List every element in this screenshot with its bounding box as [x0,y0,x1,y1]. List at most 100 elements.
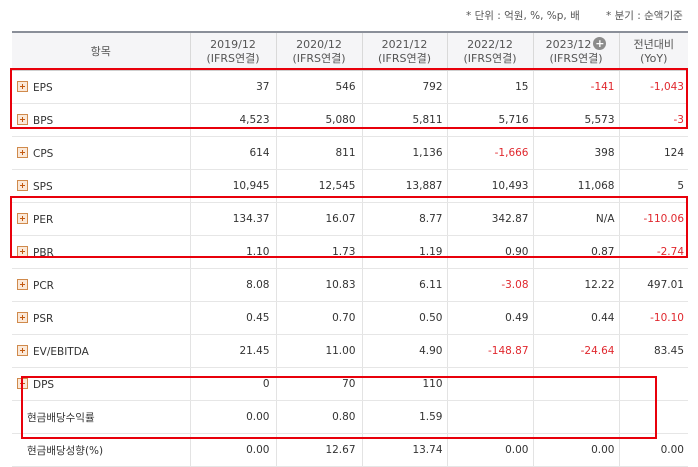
header-yoy: 전년대비 (YoY) [618,31,688,71]
table-cell: 4.90 [361,334,447,368]
table-cell: 21.45 [189,334,276,368]
row-label: EV/EBITDA [12,334,190,368]
table-row: CPS 614 811 1,136 -1,666 398 124 [12,136,688,170]
table-cell: 5,573 [532,103,619,137]
table-cell: 5,811 [361,103,447,137]
row-label: DPS [12,367,190,401]
table-cell: 0.80 [275,400,362,434]
table-cell: 0.70 [275,301,362,335]
row-label: PSR [12,301,190,335]
plus-square-icon[interactable] [17,179,28,191]
row-label: EPS [12,70,190,104]
table-cell: 0.00 [532,433,619,467]
table-cell: N/A [532,202,619,236]
table-cell: 0 [189,367,276,401]
table-cell: 398 [532,136,619,170]
table-cell [446,367,533,401]
plus-square-icon[interactable] [17,80,28,92]
table-cell: 0.00 [618,433,688,467]
plus-square-icon[interactable] [17,377,28,389]
table-cell: 70 [275,367,362,401]
table-cell: 6.11 [361,268,447,302]
table-row: EV/EBITDA 21.45 11.00 4.90 -148.87 -24.64 83.4… [12,334,688,368]
table-cell: -1,666 [446,136,533,170]
table-cell: -148.87 [446,334,533,368]
row-label: PER [12,202,190,236]
unit-notes: * 단위 : 억원, %, %p, 배 * 분기 : 순액기준 [0,8,698,26]
table-cell: -24.64 [532,334,619,368]
table-cell: 124 [618,136,688,170]
table-cell: 134.37 [189,202,276,236]
table-cell: 614 [189,136,276,170]
table-cell [618,367,688,401]
plus-square-icon[interactable] [17,146,28,158]
table-cell: 16.07 [275,202,362,236]
table-cell: 1.59 [361,400,447,434]
table-cell: 8.08 [189,268,276,302]
table-cell: 10,945 [189,169,276,203]
header-year-2021: 2021/12 (IFRS연결) [361,31,447,71]
plus-square-icon[interactable] [17,344,28,356]
header-year-2020: 2020/12 (IFRS연결) [275,31,362,71]
plus-square-icon[interactable] [17,212,28,224]
table-cell: 0.90 [446,235,533,269]
table-cell [446,400,533,434]
table-cell: 811 [275,136,362,170]
table-cell: 10,493 [446,169,533,203]
table-cell: 110 [361,367,447,401]
row-label: SPS [12,169,190,203]
table-cell: 13.74 [361,433,447,467]
table-cell: 5 [618,169,688,203]
table-cell: 37 [189,70,276,104]
plus-square-icon[interactable] [17,245,28,257]
table-cell: 12,545 [275,169,362,203]
table-cell: 0.45 [189,301,276,335]
plus-circle-icon[interactable]: + [593,37,607,50]
plus-square-icon[interactable] [17,278,28,290]
header-year-2019: 2019/12 (IFRS연결) [189,31,276,71]
table-cell: 497.01 [618,268,688,302]
basis-note: * 분기 : 순액기준 [606,10,683,22]
plus-square-icon[interactable] [17,311,28,323]
unit-note: * 단위 : 억원, %, %p, 배 [466,10,580,22]
table-cell: 0.44 [532,301,619,335]
table-cell: 0.00 [189,433,276,467]
row-label: PCR [12,268,190,302]
header-row: 항목 2019/12 (IFRS연결) 2020/12 (IFRS연결) 2021/… [12,31,688,71]
table-cell: 1.73 [275,235,362,269]
table-cell: 792 [361,70,447,104]
table-cell: 1.19 [361,235,447,269]
table-row: PSR 0.45 0.70 0.50 0.49 0.44 -10.10 [12,301,688,335]
table-row: PCR 8.08 10.83 6.11 -3.08 12.22 497.01 [12,268,688,302]
table-cell: 8.77 [361,202,447,236]
table-cell: 4,523 [189,103,276,137]
row-label: BPS [12,103,190,137]
table-cell: -2.74 [618,235,688,269]
table-cell: -10.10 [618,301,688,335]
table-cell: 10.83 [275,268,362,302]
table-cell: -1,043 [618,70,688,104]
table-cell: 11.00 [275,334,362,368]
table-row: SPS 10,945 12,545 13,887 10,493 11,068 5 [12,169,688,203]
table-row: EPS 37 546 792 15 -141 -1,043 [12,70,688,104]
table-row: 현금배당성향(%) 0.00 12.67 13.74 0.00 0.00 0.00 [12,433,688,467]
table-cell: 0.00 [446,433,533,467]
table-cell: -3.08 [446,268,533,302]
row-label: 현금배당성향(%) [12,433,190,467]
table-cell: 1,136 [361,136,447,170]
table-cell: 12.67 [275,433,362,467]
financial-ratio-table: 항목 2019/12 (IFRS연결) 2020/12 (IFRS연결) 2021/… [12,31,688,467]
table-cell: 11,068 [532,169,619,203]
table-cell: 83.45 [618,334,688,368]
table-cell [532,400,619,434]
plus-square-icon[interactable] [17,113,28,125]
table-row: BPS 4,523 5,080 5,811 5,716 5,573 -3 [12,103,688,137]
table-cell [532,367,619,401]
table-cell: 1.10 [189,235,276,269]
table-row: PER 134.37 16.07 8.77 342.87 N/A -110.06 [12,202,688,236]
row-label: PBR [12,235,190,269]
table-cell: 0.50 [361,301,447,335]
table-cell: 5,080 [275,103,362,137]
table-cell: 12.22 [532,268,619,302]
table-row: 현금배당수익률 0.00 0.80 1.59 [12,400,688,434]
